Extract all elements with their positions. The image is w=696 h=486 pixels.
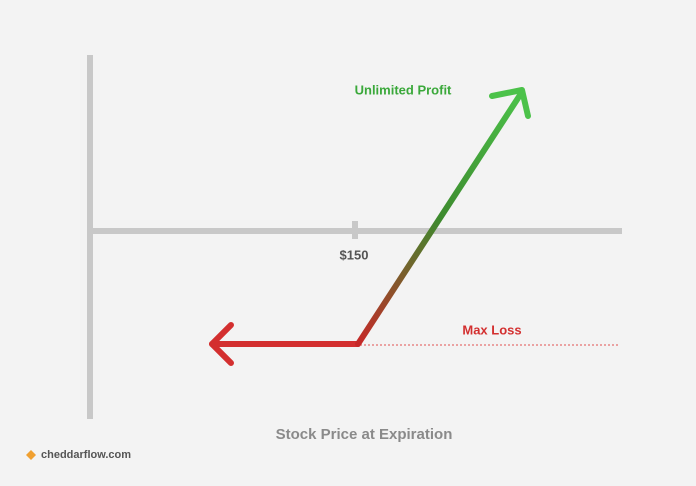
profit-label: Unlimited Profit xyxy=(355,82,452,97)
profit-leg xyxy=(355,89,525,347)
up-arrowhead xyxy=(489,87,531,119)
brand-logo xyxy=(26,450,36,460)
brand-name: cheddarflow.com xyxy=(41,449,131,461)
loss-label: Max Loss xyxy=(462,322,521,337)
x-axis-label: Stock Price at Expiration xyxy=(276,426,453,443)
payoff xyxy=(209,87,531,366)
brand: cheddarflow.com xyxy=(26,449,131,461)
left-arrowhead xyxy=(209,322,234,366)
strike-label: $150 xyxy=(340,247,369,262)
